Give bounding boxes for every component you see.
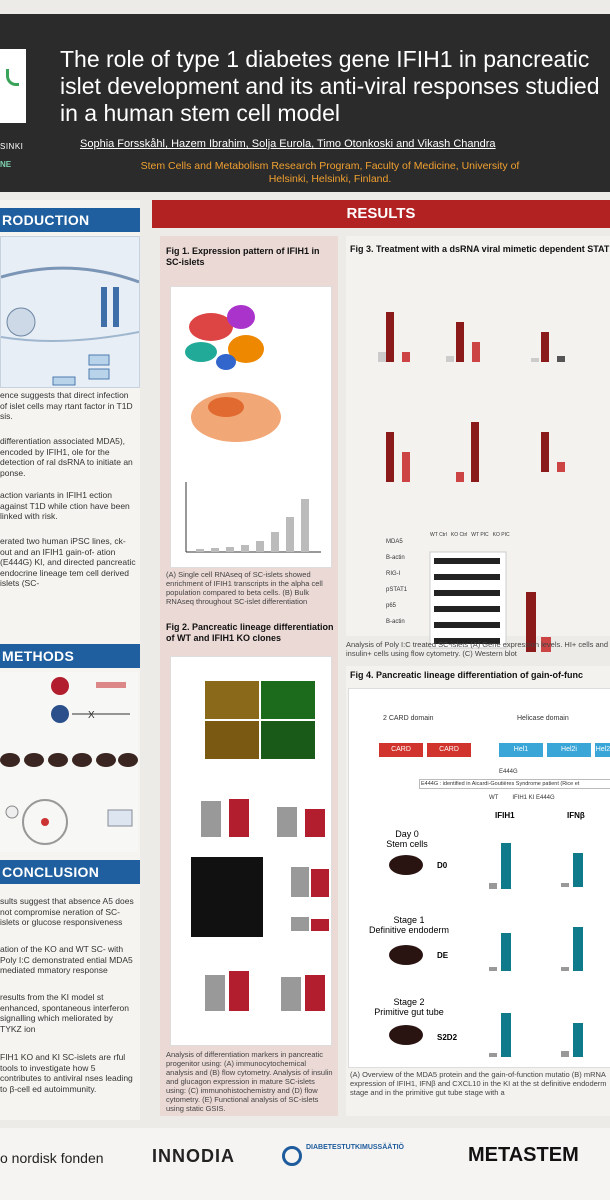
fig1-umap-plots — [185, 305, 321, 553]
stage-1: Stage 1 Definitive endoderm — [367, 915, 451, 935]
blot-label: B-actin — [386, 619, 405, 625]
conclusion-heading: CONCLUSION — [0, 860, 140, 884]
fig3-blot-labels: MDA5 B-actin RIG-I pSTAT1 p65 B-actin — [386, 534, 426, 630]
stem-cell-blob — [389, 855, 423, 875]
fig3-title: Fig 3. Treatment with a dsRNA viral mime… — [350, 244, 610, 254]
gene-label-ifih1: IFIH1 — [495, 811, 515, 820]
fig1-title: Fig 1. Expression pattern of IFIH1 in SC… — [166, 246, 320, 267]
blot-col: KO Ctrl — [450, 532, 468, 538]
conclusion-paragraph-1: sults suggest that absence A5 does not c… — [0, 896, 134, 927]
sponsor-metastem: METASTEM — [468, 1144, 579, 1166]
fig3-charts — [378, 312, 565, 652]
stage-sub: Primitive gut tube — [374, 1007, 444, 1017]
fig2-caption: Analysis of differentiation markers in p… — [166, 1050, 333, 1113]
fig4-bar-charts — [489, 843, 583, 1057]
helicase-domain-label: Helicase domain — [517, 715, 569, 722]
fig1-fig2-panel: Fig 1. Expression pattern of IFIH1 in SC… — [160, 236, 338, 1116]
stage-sub: Definitive endoderm — [368, 925, 450, 935]
poster-authors: Sophia Forsskåhl, Hazem Ibrahim, Solja E… — [80, 138, 496, 150]
blot-label: pSTAT1 — [386, 587, 408, 593]
fig4-legend: WT IFIH1 KI E444G — [489, 795, 555, 801]
fig3-blot-columns: WT Ctrl KO Ctrl WT PIC KO PIC — [430, 532, 520, 538]
methods-schematic: X — [0, 677, 138, 845]
conclusion-paragraph-4: FIH1 KO and KI SC-islets are rful tools … — [0, 1052, 133, 1094]
stage-code: S2D2 — [437, 1033, 458, 1042]
methods-diagram: X — [0, 672, 138, 852]
sponsor-novo-nordisk: o nordisk fonden — [0, 1150, 104, 1166]
logo-text-2: NE — [0, 160, 12, 169]
blot-label: B-actin — [386, 555, 405, 561]
stage-2: Stage 2 Primitive gut tube — [367, 997, 451, 1017]
fig1-caption: (A) Single cell RNAseq of SC-islets show… — [166, 570, 323, 606]
introduction-diagram — [0, 236, 140, 388]
gut-tube-blob — [389, 1025, 423, 1045]
stage-code: DE — [437, 951, 449, 960]
sponsor-diabetestutkimussaatio: DIABETESTUTKIMUSSÄÄTIÖ — [306, 1144, 404, 1151]
stage-name: Day 0 — [395, 829, 419, 839]
legend-wt: WT — [489, 795, 499, 801]
hel2i-block: Hel2i — [547, 743, 591, 757]
card-block-2: CARD — [427, 743, 471, 757]
poster-affiliation: Stem Cells and Metabolism Research Progr… — [140, 160, 520, 185]
stage-name: Stage 2 — [393, 997, 425, 1007]
sponsor-innodia: INNODIA — [152, 1146, 235, 1166]
conclusion-paragraph-2: ation of the KO and WT SC- with Poly I:C… — [0, 944, 133, 975]
gene-label-ifnb: IFNβ — [567, 811, 585, 820]
stage-code: D0 — [437, 861, 448, 870]
blot-col: KO PIC — [492, 532, 510, 538]
cell-pathway-diagram — [0, 266, 140, 386]
poster-title: The role of type 1 diabetes gene IFIH1 i… — [60, 46, 600, 126]
fig3-caption: Analysis of Poly I:C treated SC-islets (… — [346, 640, 608, 658]
intro-paragraph-3: action variants in IFIH1 ection against … — [0, 490, 130, 521]
blot-label: p65 — [386, 603, 397, 609]
fig2-figure — [170, 656, 332, 1046]
fig2-title: Fig 2. Pancreatic lineage differentiatio… — [166, 622, 334, 643]
svg-text:X: X — [88, 710, 95, 721]
hel2-block: Hel2 — [595, 743, 610, 757]
card-block-1: CARD — [379, 743, 423, 757]
blot-col: WT PIC — [471, 532, 489, 538]
fig4-title: Fig 4. Pancreatic lineage differentiatio… — [350, 670, 584, 680]
card-domain-label: 2 CARD domain — [383, 715, 434, 722]
fig4-panel: Fig 4. Pancreatic lineage differentiatio… — [346, 666, 610, 1116]
legend-ki: IFIH1 KI E444G — [512, 795, 555, 801]
leaf-icon — [6, 69, 19, 86]
stage-sub: Stem cells — [386, 839, 428, 849]
fig2-panels — [191, 681, 329, 1011]
hel1-block: Hel1 — [499, 743, 543, 757]
intro-paragraph-2: differentiation associated MDA5), encode… — [0, 436, 133, 478]
logo-text: SINKI — [0, 142, 24, 151]
blot-col: WT Ctrl — [430, 532, 447, 538]
blot-label: MDA5 — [386, 539, 403, 545]
stage-name: Stage 1 — [393, 915, 425, 925]
left-column: RODUCTION ence suggests that direct infe… — [0, 200, 140, 1120]
conclusion-paragraph-3: results from the KI model st enhanced, s… — [0, 992, 130, 1034]
introduction-heading: RODUCTION — [0, 208, 140, 232]
methods-heading: METHODS — [0, 644, 140, 668]
fig4-caption: (A) Overview of the MDA5 protein and the… — [350, 1070, 607, 1097]
stage-day0: Day 0 Stem cells — [377, 829, 437, 849]
mutation-label: E444G — [499, 769, 518, 775]
intro-paragraph-1: ence suggests that direct infection of i… — [0, 390, 133, 421]
results-heading: RESULTS — [152, 200, 610, 228]
fig1-figure — [170, 286, 332, 568]
endoderm-blob — [389, 945, 423, 965]
blot-label: RIG-I — [386, 571, 401, 577]
poster-header: SINKI NE The role of type 1 diabetes gen… — [0, 14, 610, 192]
fig3-panel: Fig 3. Treatment with a dsRNA viral mime… — [346, 236, 610, 652]
university-logo — [0, 49, 26, 123]
diabetes-foundation-logo-icon — [282, 1146, 302, 1166]
fig4-figure: 2 CARD domain Helicase domain CARD CARD … — [348, 688, 610, 1068]
sponsor-footer: o nordisk fonden INNODIA DIABETESTUTKIMU… — [0, 1128, 610, 1200]
intro-paragraph-4: erated two human iPSC lines, ck-out and … — [0, 536, 136, 588]
mutation-note: E444G : identified in Aicardi-Goutières … — [419, 779, 610, 789]
